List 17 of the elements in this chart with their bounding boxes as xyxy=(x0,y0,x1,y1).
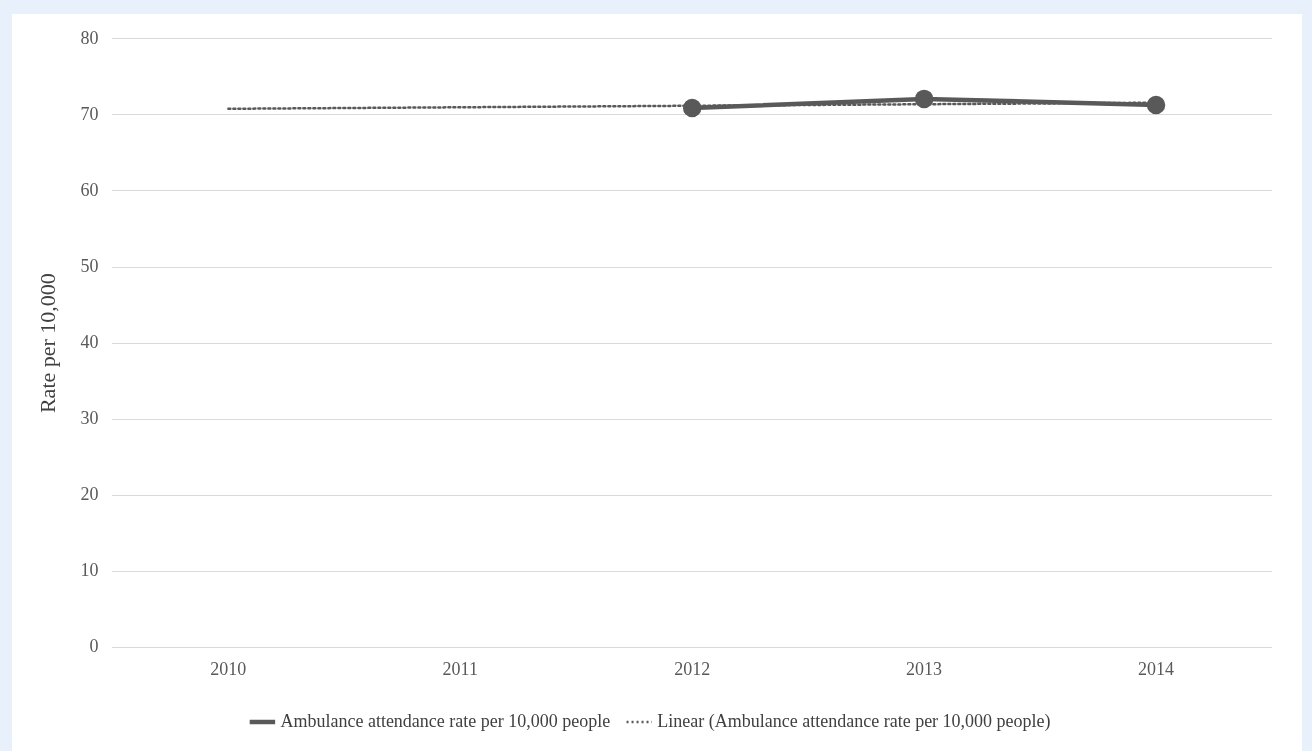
legend-label: Ambulance attendance rate per 10,000 people xyxy=(280,710,611,731)
y-tick-label: 30 xyxy=(80,407,99,428)
x-tick-label: 2013 xyxy=(906,658,943,679)
y-tick-label: 20 xyxy=(80,483,99,504)
x-tick-label: 2011 xyxy=(442,658,478,679)
x-tick-label: 2014 xyxy=(1138,658,1175,679)
y-tick-label: 60 xyxy=(80,179,99,200)
y-axis-title: Rate per 10,000 xyxy=(34,273,60,414)
x-tick-label: 2010 xyxy=(210,658,247,679)
x-tick-label: 2012 xyxy=(674,658,711,679)
legend-label: Linear (Ambulance attendance rate per 10,000 people) xyxy=(657,710,1051,732)
y-tick-label: 10 xyxy=(80,560,99,581)
y-tick-label: 0 xyxy=(89,636,99,657)
y-tick-label: 70 xyxy=(80,103,99,124)
y-tick-label: 50 xyxy=(80,255,99,276)
y-tick-label: 80 xyxy=(80,27,99,48)
y-tick-label: 40 xyxy=(80,331,99,352)
